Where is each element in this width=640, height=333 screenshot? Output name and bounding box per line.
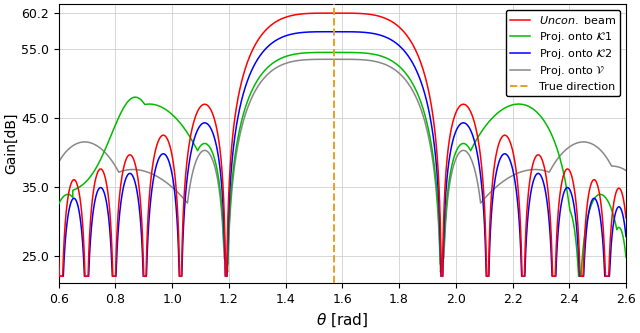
$\mathit{Uncon.}$ beam: [272, 20, 280, 24]
Proj. onto $\mathcal{V}$: [436, 262, 444, 266]
Proj. onto $\mathcal{K}$1: [575, 274, 582, 278]
Proj. onto $\mathcal{K}$1: [424, 124, 431, 128]
$\mathit{Uncon.}$ beam: [55, 256, 63, 260]
$\mathit{Uncon.}$ beam: [622, 216, 630, 220]
Proj. onto $\mathcal{K}$2: [478, 188, 486, 192]
Proj. onto $\mathcal{V}$: [424, 131, 431, 135]
X-axis label: $\theta$ [rad]: $\theta$ [rad]: [316, 311, 369, 329]
Proj. onto $\mathcal{V}$: [271, 66, 279, 70]
Proj. onto $\mathcal{K}$1: [395, 64, 403, 68]
Proj. onto $\mathcal{V}$: [478, 199, 486, 203]
Proj. onto $\mathcal{V}$: [395, 71, 403, 75]
Proj. onto $\mathcal{V}$: [522, 169, 529, 173]
Proj. onto $\mathcal{K}$2: [424, 104, 431, 108]
Proj. onto $\mathcal{V}$: [55, 160, 63, 164]
Proj. onto $\mathcal{K}$1: [158, 105, 166, 109]
Line: Proj. onto $\mathcal{K}$2: Proj. onto $\mathcal{K}$2: [59, 32, 626, 276]
Legend: $\mathit{Uncon.}$ beam, Proj. onto $\mathcal{K}$1, Proj. onto $\mathcal{K}$2, Pr: $\mathit{Uncon.}$ beam, Proj. onto $\mat…: [506, 10, 620, 96]
Proj. onto $\mathcal{K}$2: [158, 153, 166, 157]
$\mathit{Uncon.}$ beam: [478, 170, 486, 174]
Line: Proj. onto $\mathcal{K}$1: Proj. onto $\mathcal{K}$1: [59, 52, 626, 276]
Proj. onto $\mathcal{K}$2: [330, 30, 338, 34]
Proj. onto $\mathcal{K}$1: [271, 59, 279, 63]
Proj. onto $\mathcal{K}$2: [622, 234, 630, 238]
Proj. onto $\mathcal{K}$1: [522, 103, 529, 107]
Proj. onto $\mathcal{K}$2: [271, 39, 279, 43]
Proj. onto $\mathcal{K}$1: [55, 202, 63, 206]
Line: $\mathit{Uncon.}$ beam: $\mathit{Uncon.}$ beam: [59, 13, 626, 276]
Proj. onto $\mathcal{K}$1: [330, 50, 338, 54]
Proj. onto $\mathcal{V}$: [622, 168, 630, 172]
$\mathit{Uncon.}$ beam: [396, 25, 403, 29]
Y-axis label: Gain[dB]: Gain[dB]: [4, 113, 18, 174]
Proj. onto $\mathcal{V}$: [330, 57, 338, 61]
Proj. onto $\mathcal{V}$: [158, 177, 166, 181]
$\mathit{Uncon.}$ beam: [330, 11, 338, 15]
Proj. onto $\mathcal{K}$2: [55, 274, 63, 278]
Proj. onto $\mathcal{K}$2: [522, 263, 529, 267]
$\mathit{Uncon.}$ beam: [158, 134, 166, 138]
Proj. onto $\mathcal{K}$1: [478, 129, 486, 133]
Proj. onto $\mathcal{K}$1: [622, 255, 630, 259]
Line: Proj. onto $\mathcal{V}$: Proj. onto $\mathcal{V}$: [59, 59, 626, 264]
Proj. onto $\mathcal{K}$2: [395, 44, 403, 48]
$\mathit{Uncon.}$ beam: [56, 274, 63, 278]
$\mathit{Uncon.}$ beam: [424, 85, 431, 89]
$\mathit{Uncon.}$ beam: [522, 241, 529, 245]
